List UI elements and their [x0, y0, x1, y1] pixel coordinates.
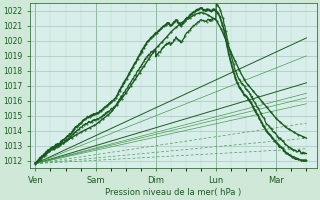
X-axis label: Pression niveau de la mer( hPa ): Pression niveau de la mer( hPa ): [105, 188, 242, 197]
